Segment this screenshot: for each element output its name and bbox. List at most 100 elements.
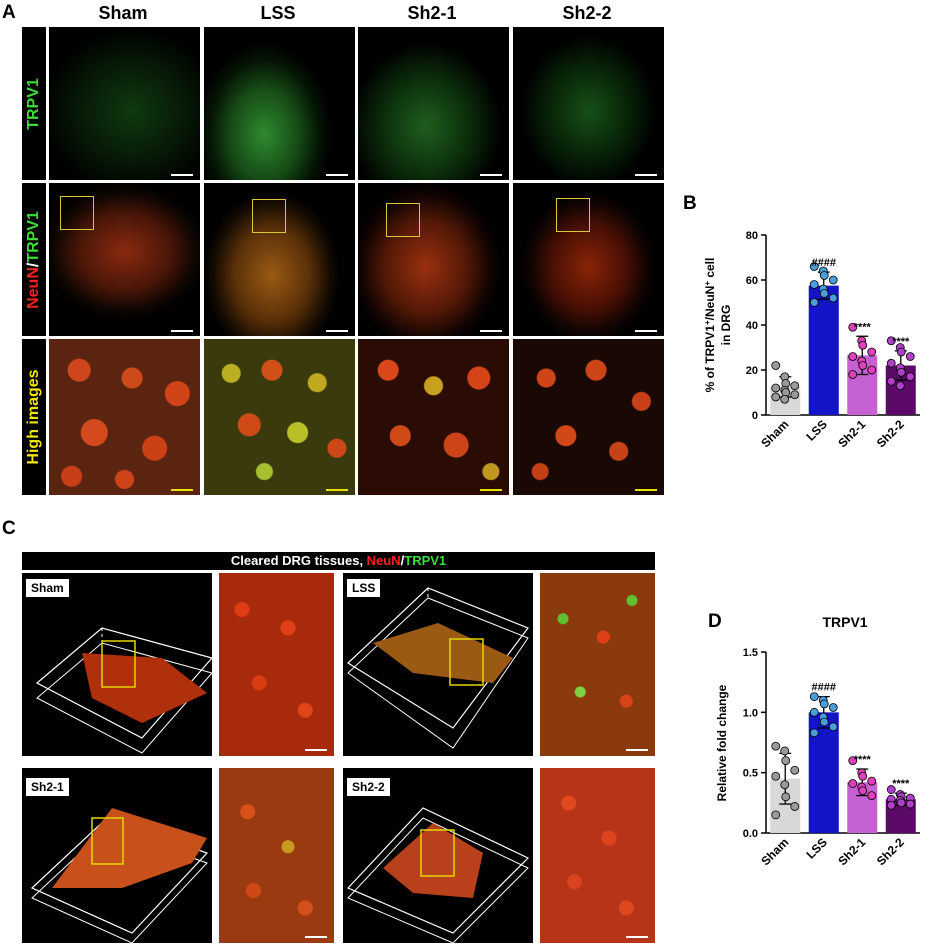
row-label-high-images: High images (22, 339, 46, 495)
data-point (848, 322, 858, 332)
scale-bar (305, 749, 327, 751)
x-tick-label: Sham (758, 835, 791, 868)
data-point (858, 771, 868, 781)
data-point (848, 370, 858, 379)
data-point (895, 381, 905, 391)
roi-box (556, 198, 590, 232)
data-point (809, 298, 819, 307)
data-point (771, 392, 781, 402)
scale-bar (305, 936, 327, 938)
y-axis-label-part: + (703, 320, 712, 325)
render-3d-sham: Sham (22, 573, 212, 756)
panel-letter-a: A (2, 2, 16, 23)
render-3d-sh2-2-box (346, 807, 530, 943)
scale-bar (626, 749, 648, 751)
zoom-sh2-1 (219, 768, 334, 943)
data-point (896, 798, 906, 808)
micrograph-high-sh2-1 (358, 339, 509, 495)
y-tick-label: 20 (746, 365, 758, 377)
column-header-sham: Sham (98, 3, 148, 23)
scale-bar (635, 174, 657, 176)
scale-bar (171, 330, 193, 332)
render-tag-sh2-1: Sh2-1 (26, 778, 69, 796)
y-tick-label: 60 (746, 275, 758, 287)
scale-bar (171, 489, 193, 491)
micrograph-trpv1-sham (49, 27, 200, 180)
y-tick-label: 1.0 (743, 707, 758, 719)
data-point (867, 365, 877, 375)
data-point (780, 746, 790, 756)
roi-box (60, 196, 94, 230)
render-tag-sh2-2: Sh2-2 (347, 778, 390, 796)
scale-bar (635, 330, 657, 332)
data-point (790, 381, 800, 391)
data-point (809, 707, 819, 717)
scale-bar (171, 174, 193, 176)
data-point (905, 799, 915, 809)
data-point (771, 810, 781, 820)
x-tick-label: LSS (803, 417, 829, 443)
render-tag-sham: Sham (26, 579, 69, 597)
data-point (790, 390, 800, 400)
micrograph-high-sham (49, 339, 200, 495)
panel-letter-d: D (708, 611, 722, 632)
data-point (905, 372, 915, 382)
data-point (819, 271, 829, 280)
y-axis-label: % of TRPV1+/NeuN+ cell (703, 258, 718, 393)
y-axis-label-part: % of TRPV1 (703, 325, 717, 393)
data-point (809, 692, 819, 702)
data-point (886, 336, 896, 346)
data-point (858, 340, 868, 350)
banner-neun: NeuN (366, 553, 401, 568)
row-label-high-images-text: High images (25, 369, 42, 465)
y-tick-label: 80 (746, 230, 758, 242)
render-tag-lss: LSS (347, 579, 381, 597)
row-label-neun-trpv1: NeuN/TRPV1 (22, 183, 46, 336)
micrograph-trpv1-sh2-2 (513, 27, 664, 180)
data-point (828, 293, 838, 303)
banner-trpv1: TRPV1 (404, 553, 447, 568)
scale-bar (635, 489, 657, 491)
data-point (858, 786, 868, 796)
panel-letter-b: B (683, 193, 697, 214)
data-point (819, 289, 829, 298)
significance-label: #### (812, 682, 836, 694)
column-header-sh2-1: Sh2-1 (407, 3, 457, 23)
scale-bar (480, 489, 502, 491)
render-3d-lss-box (347, 587, 529, 749)
row-label-trpv1-text: TRPV1 (25, 77, 42, 130)
column-header-sh2-2: Sh2-2 (562, 3, 612, 23)
data-point (781, 792, 791, 802)
significance-label: **** (892, 778, 910, 790)
banner-prefix: Cleared DRG tissues, (230, 553, 367, 568)
x-tick-label: Sh2-1 (835, 835, 868, 868)
column-header-lss: LSS (260, 3, 296, 23)
zoom-lss (540, 573, 655, 756)
x-tick-label: Sh2-2 (874, 835, 907, 868)
data-point (819, 717, 829, 727)
zoom-sh2-2 (540, 768, 655, 943)
micrograph-merge-sh2-1 (358, 183, 509, 336)
data-point (896, 367, 906, 377)
y-axis-label-line2: in DRG (719, 305, 733, 346)
scale-bar (480, 174, 502, 176)
data-point (781, 756, 791, 766)
y-tick-label: 40 (746, 320, 758, 332)
data-point (780, 780, 790, 790)
data-point (809, 280, 819, 289)
y-tick-label: 0 (752, 410, 758, 422)
data-point (790, 765, 800, 775)
render-3d-lss: LSS (343, 573, 533, 756)
y-tick-label: 1.5 (743, 647, 758, 659)
significance-label: **** (854, 321, 872, 333)
micrograph-high-sh2-2 (513, 339, 664, 495)
scale-bar (326, 174, 348, 176)
data-point (867, 791, 877, 800)
scale-bar (326, 489, 348, 491)
scale-bar (626, 936, 648, 938)
data-point (809, 262, 819, 271)
data-point (809, 728, 819, 738)
row-label-trpv1-2: TRPV1 (25, 210, 42, 263)
data-point (867, 347, 877, 357)
significance-label: **** (854, 754, 872, 766)
